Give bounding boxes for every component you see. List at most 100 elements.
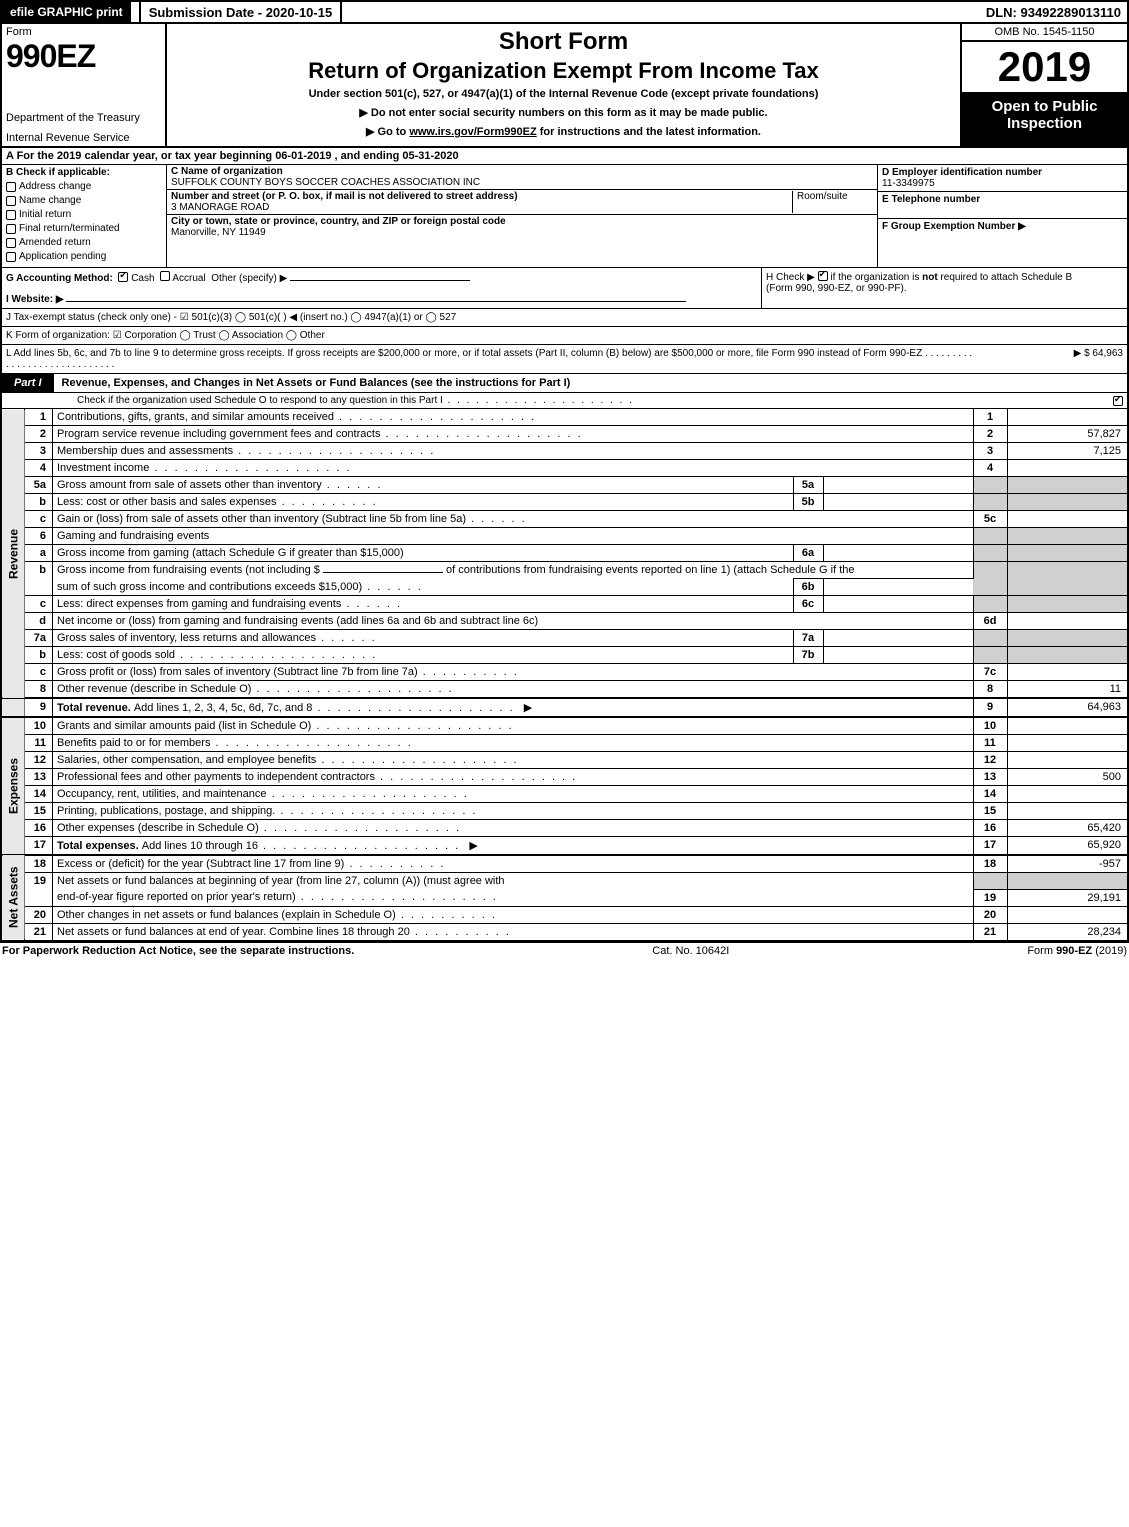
goto-link[interactable]: www.irs.gov/Form990EZ — [409, 126, 536, 138]
rn: 13 — [973, 769, 1007, 786]
rv: 65,420 — [1007, 820, 1127, 837]
rv — [1007, 477, 1127, 494]
chk-label: Name change — [19, 195, 81, 206]
desc: Gain or (loss) from sale of assets other… — [57, 513, 527, 525]
ln: 21 — [25, 923, 53, 940]
rn — [973, 596, 1007, 613]
desc: Gross amount from sale of assets other t… — [57, 479, 382, 491]
ln: d — [25, 613, 53, 630]
rv — [1007, 613, 1127, 630]
form-word: Form — [6, 26, 161, 38]
rv: 64,963 — [1007, 698, 1127, 717]
mv — [823, 494, 973, 511]
ln: 17 — [25, 837, 53, 856]
desc: Add lines 1, 2, 3, 4, 5c, 6d, 7c, and 8 — [134, 702, 515, 714]
chk-label: Address change — [19, 181, 91, 192]
rv — [1007, 562, 1127, 596]
l-amount: ▶ $ 64,963 — [1074, 348, 1123, 370]
part-1-header: Part I Revenue, Expenses, and Changes in… — [2, 374, 1127, 393]
chk-application-pending[interactable]: Application pending — [6, 251, 162, 262]
mn: 5a — [793, 477, 823, 494]
chk-final-return[interactable]: Final return/terminated — [6, 223, 162, 234]
rn: 19 — [973, 889, 1007, 906]
ln: 14 — [25, 786, 53, 803]
top-left-group: efile GRAPHIC print Submission Date - 20… — [2, 2, 342, 22]
rv: -957 — [1007, 855, 1127, 873]
ein-value: 11-3349975 — [882, 178, 1123, 189]
desc: Net assets or fund balances at beginning… — [57, 875, 505, 887]
page-footer: For Paperwork Reduction Act Notice, see … — [0, 943, 1129, 957]
side-revenue-end — [2, 698, 25, 717]
rv — [1007, 545, 1127, 562]
desc: Grants and similar amounts paid (list in… — [57, 720, 514, 732]
org-name: SUFFOLK COUNTY BOYS SOCCER COACHES ASSOC… — [171, 177, 873, 188]
ln: 10 — [25, 717, 53, 735]
rv — [1007, 494, 1127, 511]
chk-label: Application pending — [19, 251, 106, 262]
chk-initial-return[interactable]: Initial return — [6, 209, 162, 220]
g-accrual: Accrual — [172, 273, 205, 284]
g-accounting: G Accounting Method: Cash Accrual Other … — [2, 268, 762, 308]
desc: Net assets or fund balances at end of ye… — [57, 926, 511, 938]
rn: 3 — [973, 443, 1007, 460]
chk-accrual[interactable] — [160, 271, 170, 281]
desc-6b-2: of contributions from fundraising events… — [446, 564, 854, 576]
g-cash: Cash — [131, 273, 154, 284]
rv — [1007, 803, 1127, 820]
rv — [1007, 409, 1127, 426]
rv — [1007, 786, 1127, 803]
h-t5: (Form 990, 990-EZ, or 990-PF). — [766, 283, 907, 294]
chk-cash[interactable] — [118, 272, 128, 282]
mn: 6b — [793, 579, 823, 596]
mn: 7b — [793, 647, 823, 664]
form-header: Form 990EZ Department of the Treasury In… — [2, 24, 1127, 148]
rn: 21 — [973, 923, 1007, 940]
chk-name-change[interactable]: Name change — [6, 195, 162, 206]
efile-print-button[interactable]: efile GRAPHIC print — [2, 2, 131, 22]
chk-schedule-o-part1[interactable] — [1113, 396, 1123, 406]
chk-amended-return[interactable]: Amended return — [6, 237, 162, 248]
rn — [973, 873, 1007, 890]
row-g-h: G Accounting Method: Cash Accrual Other … — [2, 268, 1127, 309]
rn: 4 — [973, 460, 1007, 477]
chk-address-change[interactable]: Address change — [6, 181, 162, 192]
desc: Gross profit or (loss) from sales of inv… — [57, 666, 519, 678]
rv — [1007, 511, 1127, 528]
rn: 18 — [973, 855, 1007, 873]
rn: 2 — [973, 426, 1007, 443]
ln: b — [25, 494, 53, 511]
rv — [1007, 906, 1127, 923]
identity-block: B Check if applicable: Address change Na… — [2, 165, 1127, 268]
ssn-warning: ▶ Do not enter social security numbers o… — [173, 106, 954, 119]
rn — [973, 494, 1007, 511]
part-1-table: Revenue 1 Contributions, gifts, grants, … — [2, 409, 1127, 941]
desc-b: Total expenses. — [57, 840, 142, 852]
footer-left: For Paperwork Reduction Act Notice, see … — [2, 945, 354, 957]
desc: Investment income — [57, 462, 352, 474]
desc: Benefits paid to or for members — [57, 737, 413, 749]
dln-label: DLN: 93492289013110 — [986, 5, 1127, 20]
rn: 11 — [973, 735, 1007, 752]
form-number: 990EZ — [6, 38, 161, 75]
footer-catno: Cat. No. 10642I — [652, 945, 729, 957]
side-expenses: Expenses — [2, 717, 25, 855]
chk-label: Final return/terminated — [19, 223, 120, 234]
c-city-label: City or town, state or province, country… — [171, 216, 873, 227]
rn: 17 — [973, 837, 1007, 856]
column-c-org: C Name of organization SUFFOLK COUNTY BO… — [167, 165, 877, 267]
h-schedule-b: H Check ▶ if the organization is not req… — [762, 268, 1127, 308]
mv — [823, 545, 973, 562]
tax-year: 2019 — [962, 42, 1127, 94]
desc: Add lines 10 through 16 — [142, 840, 460, 852]
ln: a — [25, 545, 53, 562]
side-netassets: Net Assets — [2, 855, 25, 940]
chk-schedule-b[interactable] — [818, 271, 828, 281]
rn: 1 — [973, 409, 1007, 426]
rv — [1007, 630, 1127, 647]
rn — [973, 647, 1007, 664]
ln: 13 — [25, 769, 53, 786]
rv: 28,234 — [1007, 923, 1127, 940]
short-form-title: Short Form — [173, 28, 954, 56]
desc: Contributions, gifts, grants, and simila… — [57, 411, 536, 423]
header-right: OMB No. 1545-1150 2019 Open to Public In… — [962, 24, 1127, 146]
